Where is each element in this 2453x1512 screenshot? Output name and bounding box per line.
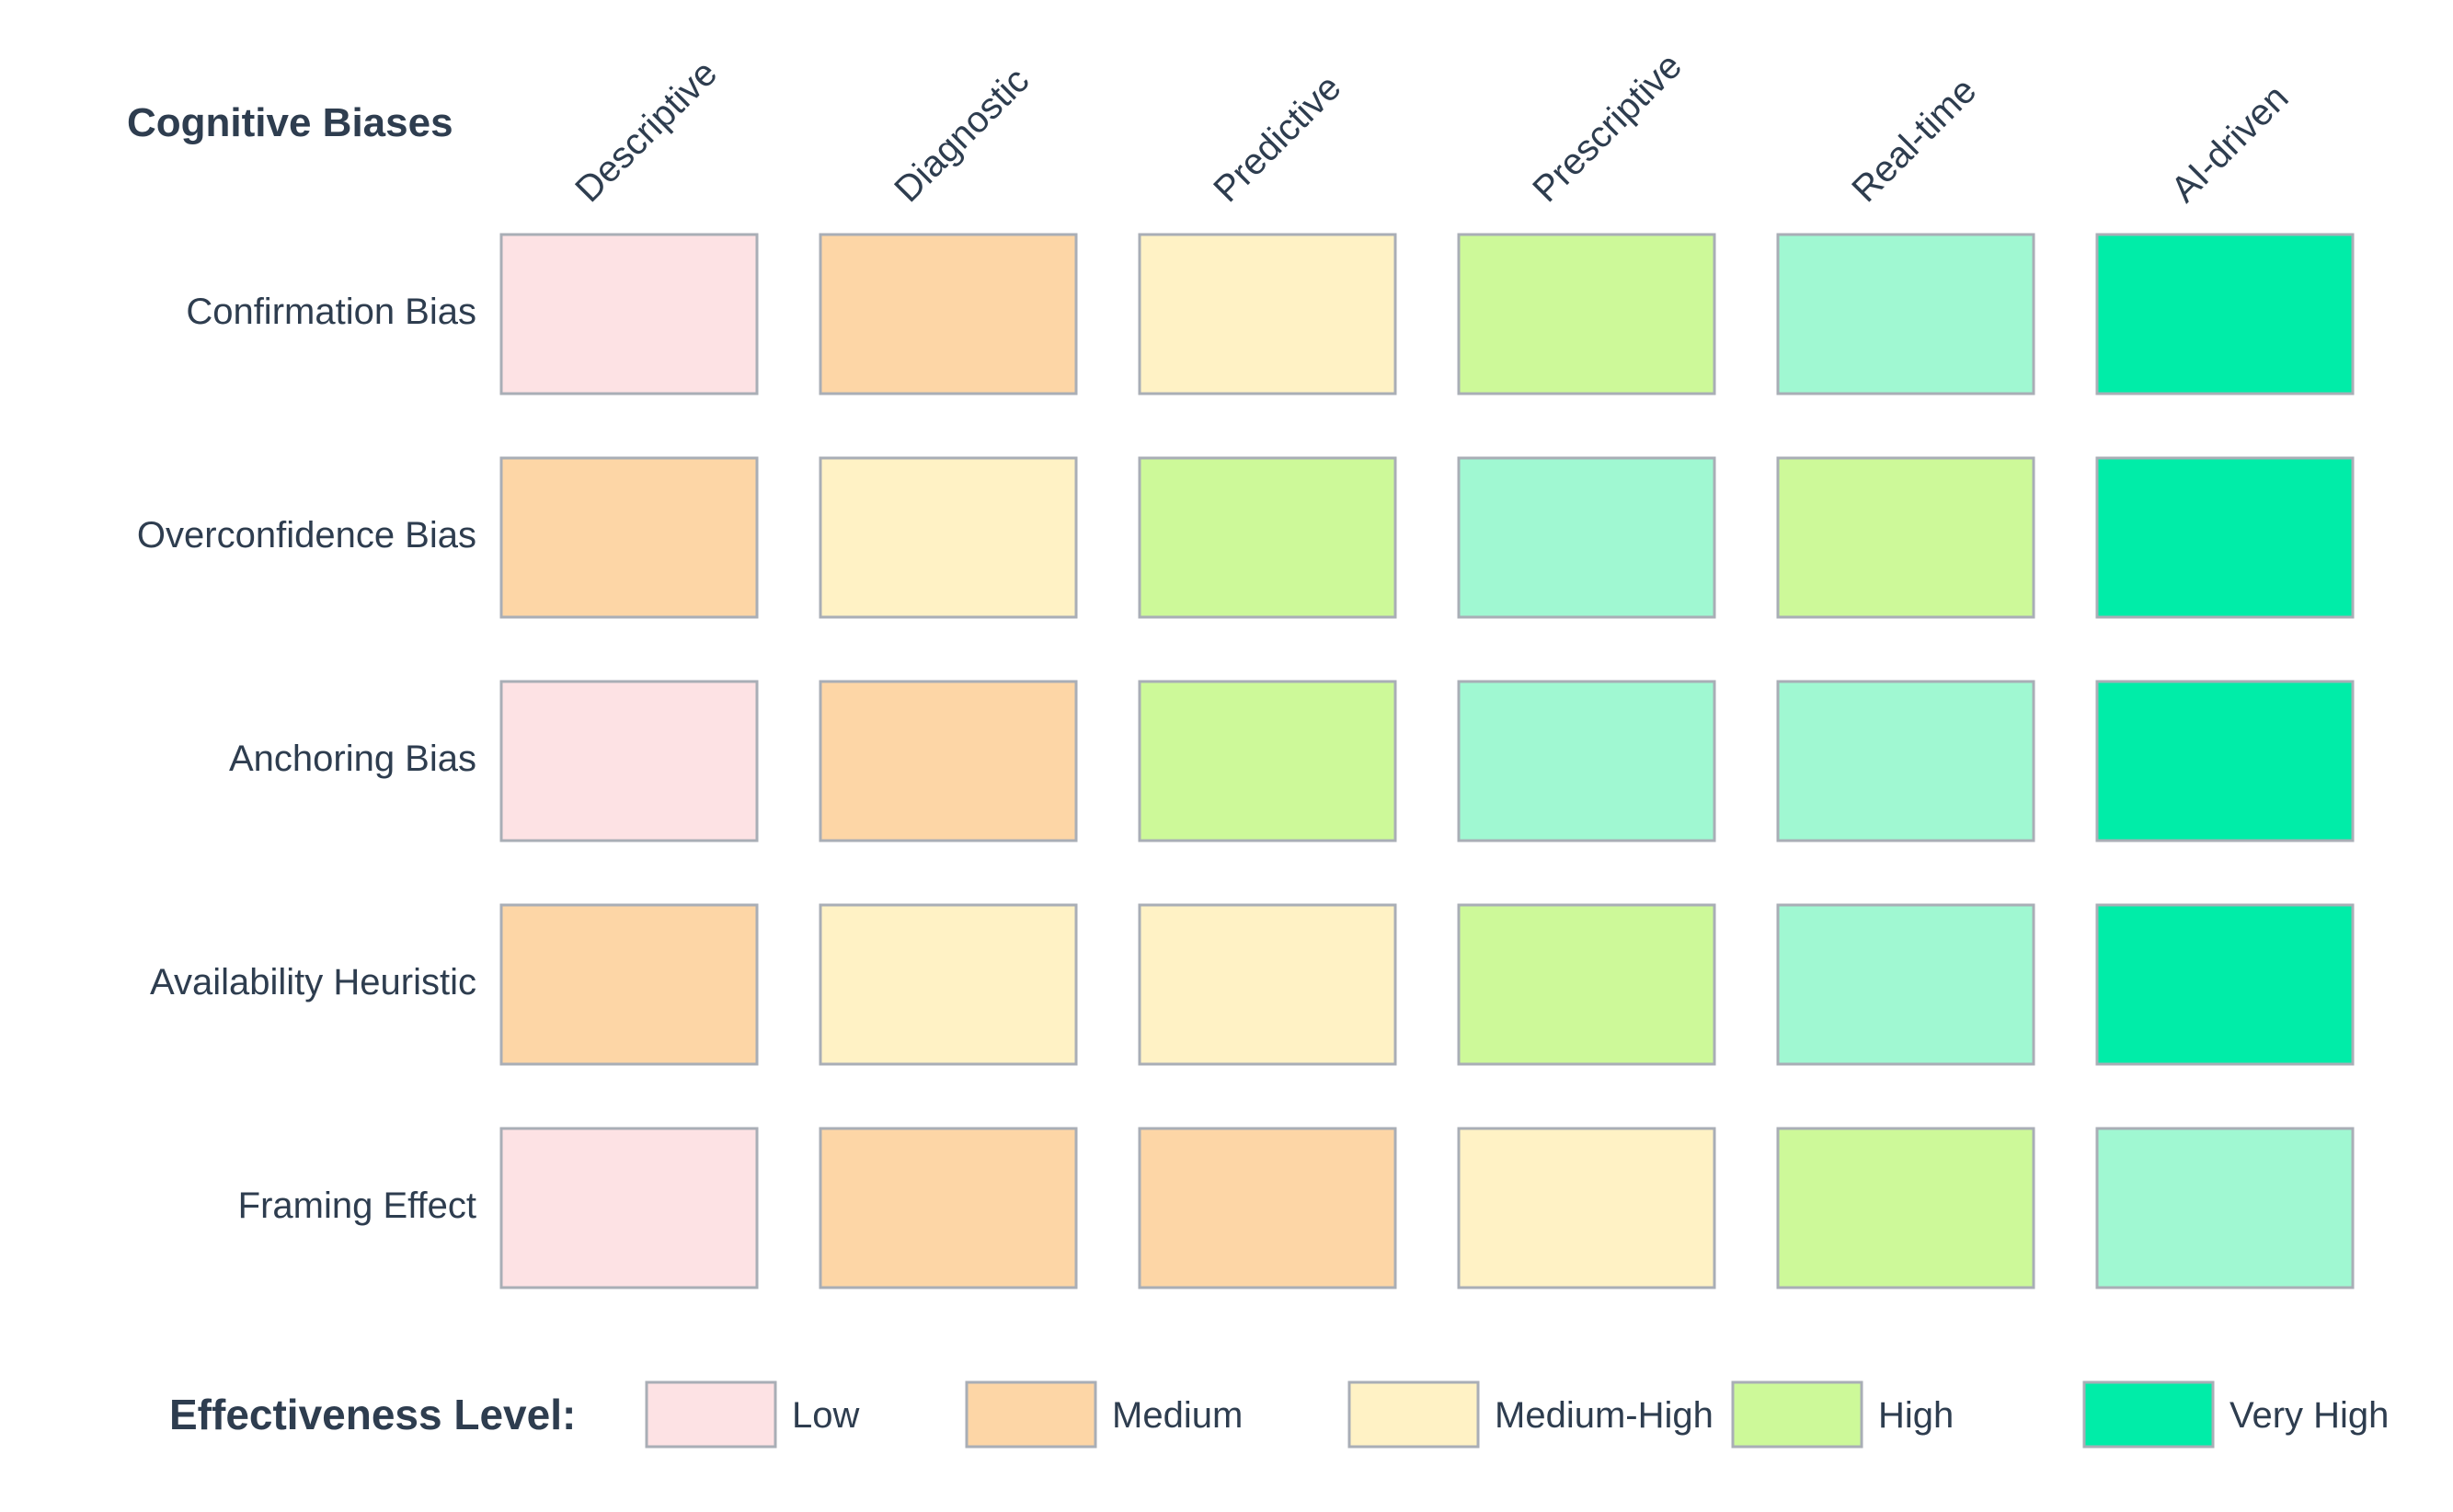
heatmap-cell-availability-heuristic-real-time: [1776, 903, 2035, 1066]
legend-swatch-high: [1731, 1380, 1863, 1449]
row-label-availability-heuristic: Availability Heuristic: [150, 962, 476, 1002]
legend-swatch-medium-high: [1347, 1380, 1480, 1449]
row-header-title: Cognitive Biases: [127, 100, 453, 145]
heatmap-cell-overconfidence-bias-predictive: [1138, 456, 1397, 619]
heatmap-cell-availability-heuristic-diagnostic: [819, 903, 1078, 1066]
column-label-descriptive: Descriptive: [567, 52, 725, 210]
heatmap-cell-framing-effect-prescriptive: [1457, 1127, 1716, 1289]
legend-title: Effectiveness Level:: [169, 1391, 576, 1438]
heatmap-cell-availability-heuristic-descriptive: [499, 903, 759, 1066]
heatmap-cell-overconfidence-bias-descriptive: [499, 456, 759, 619]
row-label-anchoring-bias: Anchoring Bias: [229, 739, 476, 779]
heatmap-cell-confirmation-bias-real-time: [1776, 233, 2035, 395]
column-label-real-time: Real-time: [1844, 70, 1984, 210]
heatmap-cell-availability-heuristic-ai-driven: [2095, 903, 2355, 1066]
row-label-overconfidence-bias: Overconfidence Bias: [137, 515, 476, 556]
legend-label-very-high: Very High: [2229, 1395, 2389, 1436]
heatmap-cell-anchoring-bias-descriptive: [499, 680, 759, 842]
heatmap-cell-overconfidence-bias-diagnostic: [819, 456, 1078, 619]
legend-swatch-very-high: [2082, 1380, 2215, 1449]
column-label-diagnostic: Diagnostic: [887, 60, 1037, 210]
heatmap-cell-anchoring-bias-ai-driven: [2095, 680, 2355, 842]
heatmap-cell-framing-effect-diagnostic: [819, 1127, 1078, 1289]
column-label-ai-driven: AI-driven: [2163, 77, 2296, 210]
legend-swatch-low: [645, 1380, 777, 1449]
heatmap-cell-overconfidence-bias-prescriptive: [1457, 456, 1716, 619]
column-label-predictive: Predictive: [1206, 67, 1348, 210]
legend-swatch-medium: [965, 1380, 1097, 1449]
heatmap-cell-anchoring-bias-predictive: [1138, 680, 1397, 842]
heatmap-cell-framing-effect-ai-driven: [2095, 1127, 2355, 1289]
legend-label-high: High: [1878, 1395, 1954, 1436]
heatmap-cell-confirmation-bias-descriptive: [499, 233, 759, 395]
heatmap-cell-confirmation-bias-prescriptive: [1457, 233, 1716, 395]
row-label-framing-effect: Framing Effect: [238, 1186, 476, 1226]
heatmap-cell-overconfidence-bias-ai-driven: [2095, 456, 2355, 619]
heatmap-cell-anchoring-bias-real-time: [1776, 680, 2035, 842]
heatmap-cell-overconfidence-bias-real-time: [1776, 456, 2035, 619]
column-label-prescriptive: Prescriptive: [1525, 45, 1690, 210]
heatmap-cell-confirmation-bias-predictive: [1138, 233, 1397, 395]
row-label-confirmation-bias: Confirmation Bias: [186, 292, 476, 332]
heatmap-cell-confirmation-bias-ai-driven: [2095, 233, 2355, 395]
legend-label-medium-high: Medium-High: [1495, 1395, 1714, 1436]
legend-label-low: Low: [792, 1395, 859, 1436]
heatmap-cell-anchoring-bias-prescriptive: [1457, 680, 1716, 842]
heatmap-cell-availability-heuristic-prescriptive: [1457, 903, 1716, 1066]
heatmap-cell-framing-effect-predictive: [1138, 1127, 1397, 1289]
legend-label-medium: Medium: [1112, 1395, 1243, 1436]
heatmap-cell-confirmation-bias-diagnostic: [819, 233, 1078, 395]
heatmap-cell-anchoring-bias-diagnostic: [819, 680, 1078, 842]
heatmap-cell-availability-heuristic-predictive: [1138, 903, 1397, 1066]
heatmap-cell-framing-effect-real-time: [1776, 1127, 2035, 1289]
heatmap-cell-framing-effect-descriptive: [499, 1127, 759, 1289]
